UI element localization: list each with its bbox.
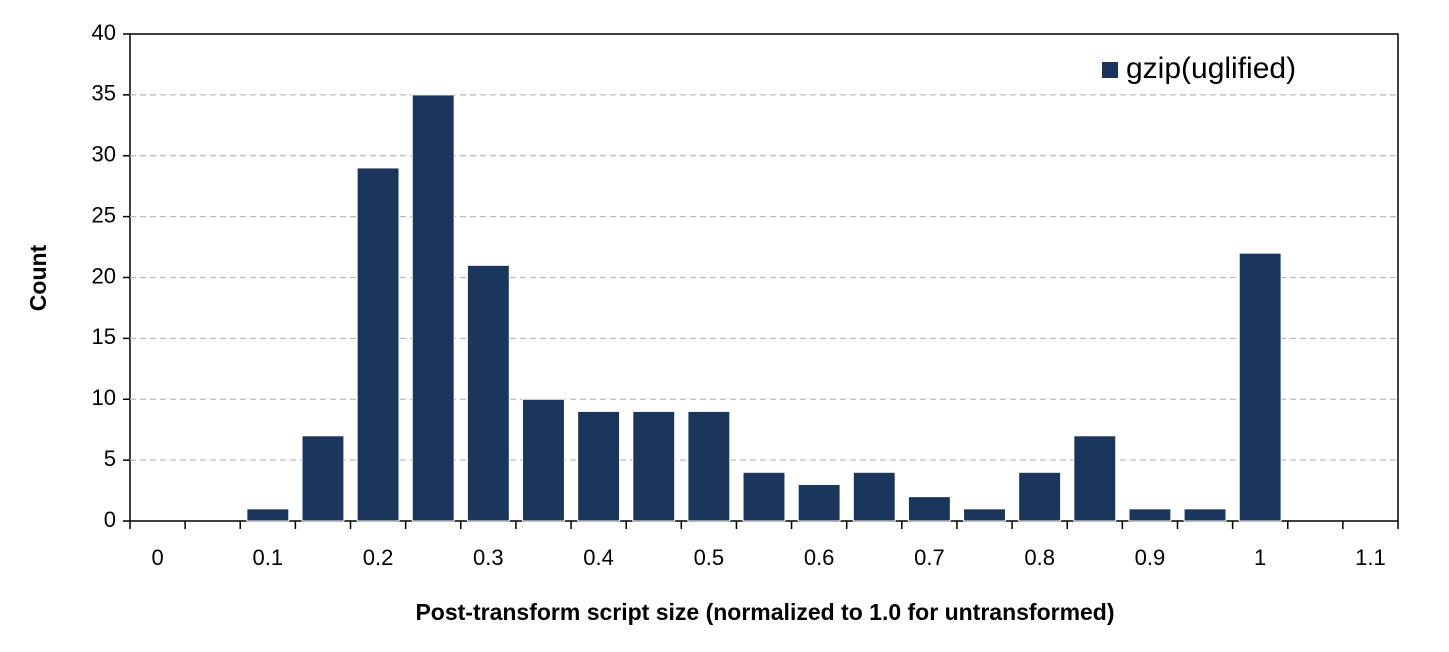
y-tick-label: 35 <box>92 81 116 106</box>
y-tick-label: 15 <box>92 324 116 349</box>
x-tick-label: 1 <box>1254 545 1266 570</box>
bar <box>301 435 345 522</box>
bar <box>742 471 786 522</box>
bar <box>907 496 951 522</box>
y-axis-title: Count <box>25 244 51 311</box>
x-tick-label: 0.8 <box>1024 545 1055 570</box>
y-tick-label: 0 <box>104 507 116 532</box>
bar <box>1128 508 1172 522</box>
y-tick-label: 10 <box>92 385 116 410</box>
bar <box>411 94 455 522</box>
y-tick-label: 30 <box>92 142 116 167</box>
y-tick-label: 40 <box>92 20 116 45</box>
bar <box>1183 508 1227 522</box>
x-tick-label: 0.4 <box>583 545 614 570</box>
x-tick-label: 1.1 <box>1355 545 1386 570</box>
bar <box>632 410 676 522</box>
bar <box>1018 471 1062 522</box>
legend-label: gzip(uglified) <box>1126 52 1296 85</box>
y-tick-label: 25 <box>92 202 116 227</box>
y-tick-label: 20 <box>92 263 116 288</box>
bar <box>797 483 841 522</box>
bar <box>522 398 565 522</box>
x-tick-label: 0.9 <box>1135 545 1166 570</box>
x-tick-label: 0.2 <box>363 545 394 570</box>
bar <box>963 508 1006 522</box>
bar <box>577 410 621 522</box>
bar <box>1073 435 1117 522</box>
x-tick-label: 0.7 <box>914 545 945 570</box>
x-tick-label: 0.1 <box>253 545 284 570</box>
bar <box>1238 252 1282 522</box>
x-tick-label: 0.6 <box>804 545 835 570</box>
legend-swatch <box>1102 62 1118 78</box>
bar <box>687 410 731 522</box>
bar <box>852 471 896 522</box>
x-tick-label: 0.3 <box>473 545 504 570</box>
y-tick-label: 5 <box>104 446 116 471</box>
x-tick-label: 0 <box>151 545 163 570</box>
x-axis-title: Post-transform script size (normalized t… <box>415 599 1114 625</box>
bar <box>466 264 510 522</box>
bar <box>246 508 290 522</box>
x-tick-label: 0.5 <box>694 545 725 570</box>
bar <box>356 167 400 522</box>
